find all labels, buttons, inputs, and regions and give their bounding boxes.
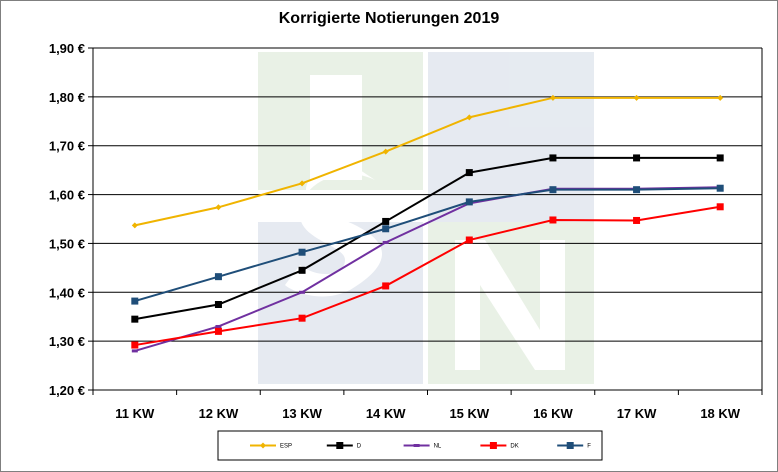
- data-point-nl: [382, 240, 389, 244]
- legend-marker-nl: [413, 444, 420, 447]
- data-point-dk: [465, 236, 473, 244]
- series-line-f: [134, 187, 721, 303]
- data-point-d: [633, 154, 641, 162]
- x-tick-label: 16 KW: [533, 406, 573, 421]
- data-point-esp: [215, 204, 222, 211]
- data-point-f: [131, 297, 139, 305]
- legend-label-d: D: [357, 444, 362, 450]
- data-point-d: [549, 154, 557, 162]
- y-tick-label: 1,50 €: [49, 236, 85, 251]
- x-tick-label: 11 KW: [115, 406, 155, 421]
- y-tick-label: 1,90 €: [49, 41, 85, 56]
- data-point-f: [382, 225, 390, 233]
- watermark-block-blue-top: [428, 52, 594, 222]
- legend-marker-d: [336, 442, 344, 449]
- data-point-esp: [382, 148, 389, 155]
- x-tick-label: 14 KW: [366, 406, 406, 421]
- legend-label-esp: ESP: [280, 444, 292, 450]
- data-point-f: [633, 186, 641, 194]
- data-point-nl: [131, 349, 138, 353]
- data-point-d: [131, 315, 139, 323]
- data-point-d: [716, 154, 724, 162]
- x-tick-label: 13 KW: [282, 406, 322, 421]
- isn-watermark-logo: [258, 52, 594, 384]
- x-tick-label: 15 KW: [449, 406, 489, 421]
- grid-layer: [93, 47, 762, 391]
- legend-marker-f: [566, 442, 574, 449]
- y-tick-label: 1,40 €: [49, 285, 85, 300]
- data-point-f: [716, 184, 724, 192]
- data-point-f: [298, 248, 306, 256]
- x-tick-label: 12 KW: [199, 406, 239, 421]
- data-point-nl: [299, 290, 306, 294]
- data-point-dk: [549, 216, 557, 224]
- x-tick-label: 18 KW: [700, 406, 740, 421]
- data-point-f: [549, 186, 557, 194]
- y-tick-label: 1,70 €: [49, 139, 85, 154]
- data-point-esp: [131, 222, 138, 229]
- data-point-f: [465, 198, 473, 206]
- x-tick-label: 17 KW: [617, 406, 657, 421]
- data-point-dk: [131, 341, 139, 349]
- legend: ESP D NL DK F: [217, 430, 603, 461]
- y-tick-label: 1,30 €: [49, 334, 85, 349]
- data-point-esp: [299, 180, 306, 187]
- data-point-f: [214, 273, 222, 281]
- data-point-d: [298, 266, 306, 274]
- y-tick-label: 1,60 €: [49, 188, 85, 203]
- series-line-d: [134, 156, 721, 321]
- legend-marker-esp: [260, 442, 266, 449]
- data-point-dk: [716, 203, 724, 211]
- axis-layer: 1,20 € 1,30 € 1,40 € 1,50 € 1,60 € 1,70 € 1,80…: [49, 41, 763, 421]
- data-point-esp: [549, 94, 556, 101]
- data-point-dk: [214, 327, 222, 335]
- data-point-d: [382, 217, 390, 225]
- y-tick-label: 1,80 €: [49, 90, 85, 105]
- data-point-esp: [633, 94, 640, 101]
- data-point-dk: [298, 314, 306, 322]
- legend-marker-dk: [489, 442, 497, 449]
- data-point-d: [214, 301, 222, 308]
- series-layer: [131, 94, 724, 353]
- data-point-d: [465, 169, 473, 177]
- series-line-nl: [134, 186, 721, 352]
- series-line-esp: [134, 96, 721, 227]
- data-point-dk: [633, 216, 641, 224]
- legend-label-nl: NL: [434, 444, 442, 450]
- watermark-letter-n: [455, 240, 565, 370]
- data-point-nl: [215, 324, 222, 328]
- y-tick-label: 1,20 €: [49, 383, 85, 398]
- data-point-esp: [717, 94, 724, 101]
- chart-title: Korrigierte Notierungen 2019: [278, 10, 500, 27]
- legend-label-f: F: [587, 444, 591, 450]
- watermark-letter-i: [310, 75, 362, 180]
- legend-label-dk: DK: [510, 444, 518, 450]
- data-point-dk: [382, 282, 390, 290]
- series-line-dk: [134, 205, 721, 347]
- data-point-esp: [466, 114, 473, 121]
- watermark-letter-s: [285, 168, 383, 297]
